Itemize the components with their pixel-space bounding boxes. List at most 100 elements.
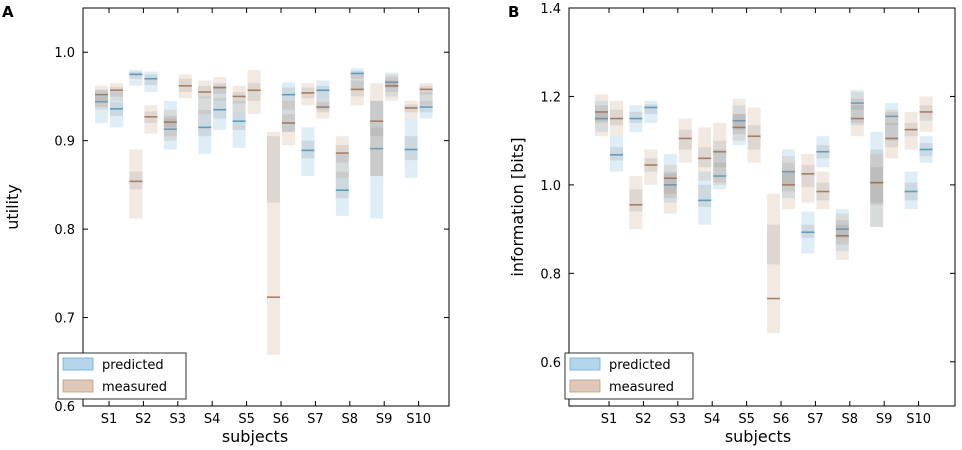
panel-b-xtick-label: S5: [738, 412, 755, 427]
panel-a-ytick-label: 1.0: [54, 46, 75, 61]
panel-a-box-measured: [385, 74, 399, 101]
panel-b-x-axis-label: subjects: [725, 427, 791, 446]
panel-b-legend: predicted measured: [564, 352, 694, 400]
panel-b-legend-swatch-measured: [569, 379, 601, 393]
panel-a-box-measured: [163, 109, 177, 141]
panel-a-box-predicted: [335, 153, 349, 216]
panel-b-box-measured: [663, 164, 677, 214]
panel-b-y-axis-label: information [bits]: [508, 137, 527, 276]
panel-a-box-inner-predicted: [198, 109, 212, 137]
panel-b-box-predicted: [644, 100, 658, 123]
panel-b-box-inner-measured: [747, 125, 761, 150]
panel-b-xtick-label: S7: [807, 412, 824, 427]
panel-a-letter: A: [2, 3, 14, 21]
panel-a-box-inner-measured: [232, 92, 246, 104]
panel-b-box-measured: [644, 149, 658, 185]
panel-b-box-measured: [782, 156, 795, 210]
panel-b-box-predicted: [610, 136, 623, 172]
panel-b-legend-label-measured: measured: [609, 380, 674, 395]
panel-a-box-measured: [267, 131, 280, 355]
panel-a-box-measured: [213, 76, 227, 101]
panel-b-box-inner-measured: [678, 129, 692, 150]
panel-a-box-inner-measured: [213, 83, 227, 94]
panel-a-x-ticks: S1 S2 S3 S4 S5 S6 S7 S8 S9 S10: [101, 8, 431, 427]
panel-b-xtick-label: S9: [876, 412, 893, 427]
panel-a-box-predicted: [301, 127, 315, 177]
panel-b-box-predicted: [885, 103, 899, 141]
panel-b-xtick-label: S2: [635, 412, 652, 427]
panel-b-box-predicted: [595, 100, 608, 132]
panel-a-box-measured: [404, 100, 418, 119]
panel-b-boxes: [595, 89, 933, 334]
panel-a-box-predicted: [110, 92, 123, 128]
panel-b-box-inner-measured: [767, 224, 780, 265]
panel-b-box-predicted: [713, 149, 727, 190]
panel-b-box-measured: [698, 127, 712, 181]
panel-a-box-inner-measured: [95, 90, 108, 101]
panel-a-xtick-label: S3: [170, 412, 187, 427]
panel-b-legend-swatch-predicted: [569, 357, 601, 371]
panel-a-box-measured: [129, 149, 143, 219]
panel-a-legend-label-measured: measured: [102, 380, 167, 395]
panel-b-box-measured: [747, 107, 761, 163]
panel-b-box-inner-predicted: [644, 104, 658, 115]
panel-b-box-inner-predicted: [610, 147, 623, 161]
panel-b-box-inner-measured: [782, 171, 795, 192]
panel-a-box-predicted: [232, 100, 246, 148]
panel-a-box-inner-predicted: [316, 85, 330, 99]
panel-a-box-inner-measured: [335, 145, 349, 163]
panel-a-xtick-label: S1: [101, 412, 118, 427]
panel-a-box-inner-predicted: [213, 98, 227, 119]
panel-b-box-measured: [835, 213, 849, 261]
panel-a: A 0.60.70.80.91.0 S1 S2 S3 S4 S5 S6 S7 S8 S9 S10 …: [2, 3, 450, 446]
panel-b-xtick-label: S3: [670, 412, 687, 427]
panel-b-box-inner-predicted: [713, 162, 727, 183]
panel-b-box-inner-measured: [713, 140, 727, 168]
panel-b-box-predicted: [698, 171, 712, 225]
panel-b-box-measured: [595, 94, 608, 137]
panel-b-box-inner-predicted: [595, 111, 608, 123]
panel-b-box-inner-predicted: [732, 114, 746, 130]
panel-a-box-inner-measured: [370, 100, 384, 137]
panel-a-box-measured: [316, 98, 330, 119]
panel-a-box-inner-predicted: [370, 127, 384, 177]
panel-a-xtick-label: S6: [273, 412, 290, 427]
panel-a-ytick-label: 0.7: [54, 312, 75, 327]
panel-a-y-ticks: 0.6 0.7 0.8 0.9 1.0: [54, 46, 449, 415]
panel-b-xtick-label: S4: [704, 412, 721, 427]
panel-b: B 0.60.81.01.21.4 S1 S2 S3 S4 S5 S6 S7 S8 S9 S10 …: [508, 2, 956, 446]
panel-a-box-measured: [198, 80, 212, 115]
panel-b-box-measured: [904, 111, 918, 150]
panel-a-box-inner-measured: [350, 80, 364, 97]
panel-b-xtick-label: S6: [773, 412, 790, 427]
panel-a-x-axis-label: subjects: [222, 427, 288, 446]
panel-b-box-inner-predicted: [885, 111, 899, 126]
panel-b-box-inner-measured: [870, 167, 884, 205]
panel-a-box-predicted: [419, 92, 433, 119]
panel-b-box-predicted: [870, 131, 884, 227]
panel-b-box-inner-measured: [610, 109, 623, 126]
panel-a-box-inner-predicted: [335, 171, 349, 199]
panel-a-box-inner-predicted: [144, 74, 158, 85]
panel-b-box-predicted: [904, 171, 918, 210]
panel-a-box-inner-predicted: [282, 87, 295, 110]
panel-b-box-predicted: [835, 209, 849, 252]
panel-b-ytick-label: 0.8: [540, 267, 561, 282]
panel-b-letter: B: [508, 3, 519, 21]
panel-b-ytick-label: 1.0: [540, 179, 561, 194]
panel-b-box-measured: [801, 153, 815, 203]
panel-a-box-predicted: [213, 85, 227, 131]
panel-a-ytick-label: 0.8: [54, 223, 75, 238]
panel-a-box-inner-predicted: [350, 70, 364, 79]
panel-b-box-measured: [678, 118, 692, 163]
panel-b-y-ticks: 0.6 0.8 1.0 1.2 1.4: [540, 2, 955, 371]
panel-b-ytick-label: 1.4: [540, 2, 561, 17]
panel-b-box-inner-predicted: [801, 224, 815, 238]
panel-b-box-measured: [885, 109, 899, 159]
panel-a-legend: predicted measured: [57, 352, 187, 400]
panel-b-box-inner-measured: [801, 164, 815, 188]
panel-a-box-inner-measured: [110, 86, 123, 97]
panel-b-xtick-label: S1: [601, 412, 618, 427]
panel-b-box-inner-measured: [732, 114, 746, 135]
panel-b-box-inner-measured: [595, 105, 608, 121]
